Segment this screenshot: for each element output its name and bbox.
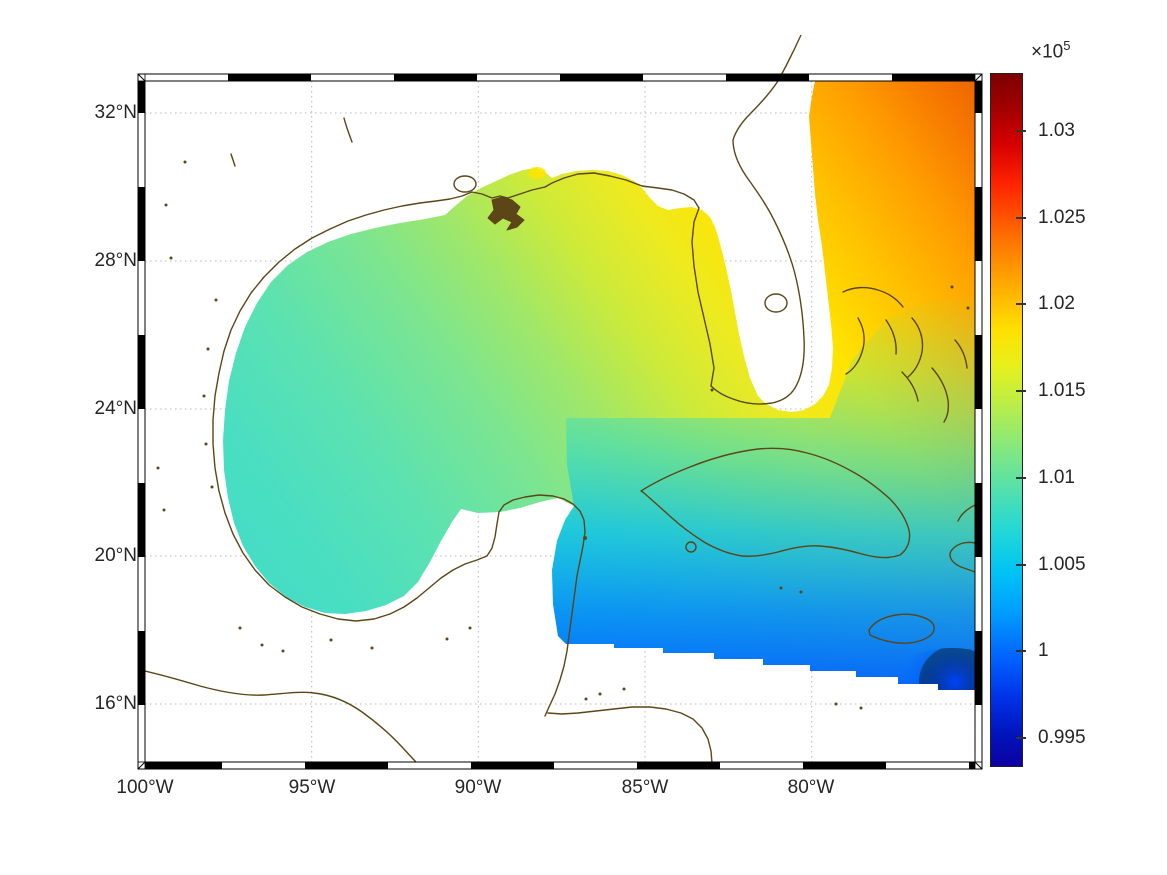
colorbar-tick bbox=[1016, 650, 1026, 652]
colorbar-exponent-label: ×105 bbox=[1031, 38, 1071, 63]
colorbar-tick-label: 1.03 bbox=[1038, 120, 1075, 141]
cuba-coast bbox=[640, 447, 911, 559]
colorbar-tick-label: 1.01 bbox=[1038, 467, 1075, 488]
honduras-coast bbox=[547, 706, 713, 762]
yellow-anomaly-spot bbox=[528, 167, 546, 179]
y-axis-tick-label: 28°N bbox=[94, 250, 137, 271]
colorbar-tick bbox=[1016, 737, 1026, 739]
x-axis-tick-label: 95°W bbox=[288, 777, 336, 798]
colorbar-tick-label: 1.015 bbox=[1038, 380, 1086, 401]
pressure-field bbox=[223, 81, 975, 690]
colorbar-tick-label: 1.005 bbox=[1038, 554, 1086, 575]
x-axis-tick-label: 100°W bbox=[116, 777, 174, 798]
gulf-coast-mexico-yucatan bbox=[212, 186, 586, 717]
colorbar-tick bbox=[1016, 477, 1026, 479]
mississippi-delta bbox=[487, 196, 525, 231]
hispaniola-coast bbox=[949, 504, 975, 573]
lake-okeechobee bbox=[764, 293, 788, 313]
florida-west-coast bbox=[544, 172, 715, 387]
us-east-coast-florida bbox=[710, 81, 805, 405]
colorbar-tick bbox=[1016, 564, 1026, 566]
colorbar-tick bbox=[1016, 303, 1026, 305]
colorbar-tick bbox=[1016, 390, 1026, 392]
bahamas-islands bbox=[842, 286, 968, 423]
x-axis-tick-label: 80°W bbox=[787, 777, 835, 798]
colorbar-tick bbox=[1016, 130, 1026, 132]
island-dots bbox=[156, 160, 970, 710]
colorbar-tick-label: 1.02 bbox=[1038, 293, 1075, 314]
x-axis-tick-label: 90°W bbox=[454, 777, 502, 798]
jamaica-coast bbox=[868, 613, 935, 644]
colorbar-tick-label: 1.025 bbox=[1038, 207, 1086, 228]
map-frame bbox=[137, 73, 983, 770]
y-axis-tick-label: 32°N bbox=[94, 102, 137, 123]
deep-low-corner bbox=[892, 648, 975, 690]
colorbar-tick-label: 1 bbox=[1038, 640, 1049, 661]
lake-pontchartrain bbox=[453, 175, 477, 193]
colorbar-tick-label: 0.995 bbox=[1038, 727, 1086, 748]
caribbean-low-overlay bbox=[552, 292, 975, 690]
y-axis-tick-label: 20°N bbox=[94, 545, 137, 566]
colorbar-tick bbox=[1016, 217, 1026, 219]
isla-juventud bbox=[685, 541, 697, 553]
y-axis-tick-label: 16°N bbox=[94, 693, 137, 714]
coastlines bbox=[145, 81, 975, 762]
mexico-pacific-coast bbox=[145, 670, 417, 762]
x-axis-tick-label: 85°W bbox=[621, 777, 669, 798]
y-axis-tick-label: 24°N bbox=[94, 398, 137, 419]
colorbar bbox=[990, 73, 1023, 767]
small-coastal-islets bbox=[230, 117, 353, 167]
